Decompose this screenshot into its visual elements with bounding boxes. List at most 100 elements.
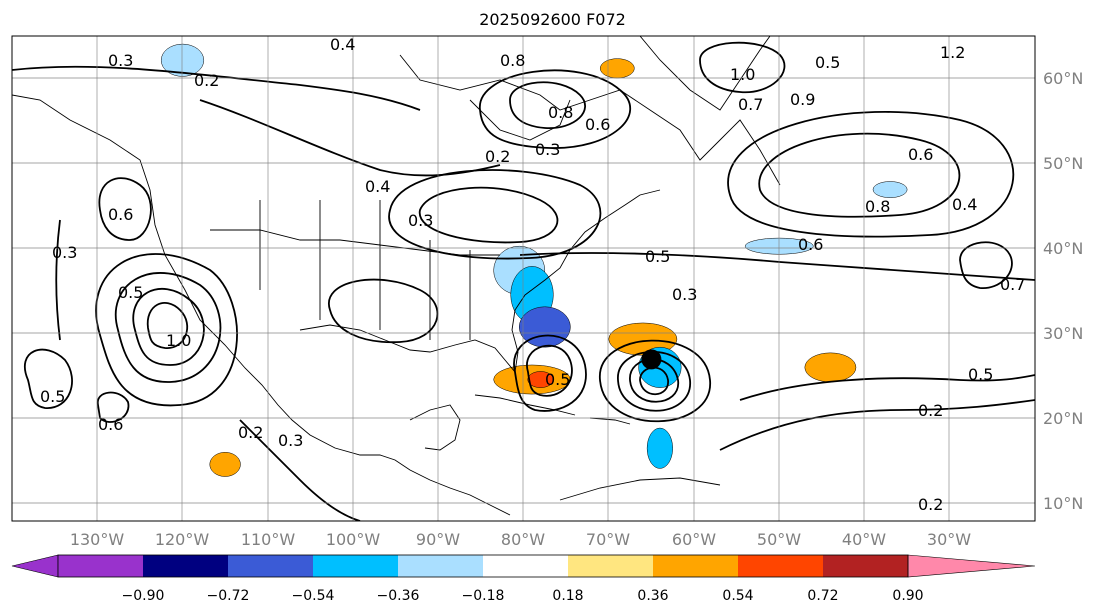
- colorbar-under-arrow: [11, 554, 59, 578]
- contour-label: 1.0: [730, 65, 755, 84]
- contour-label: 0.2: [238, 423, 263, 442]
- gulf-coast: [299, 189, 661, 374]
- contour-label: 0.3: [408, 211, 433, 230]
- contour-storm-1: [639, 366, 669, 396]
- shaded-region-pac-nw-blue: [160, 43, 205, 77]
- contour-label: 0.7: [738, 95, 763, 114]
- contour-label: 0.2: [485, 147, 510, 166]
- contour-pac-high-4: [95, 253, 238, 407]
- contour-label: 1.0: [166, 331, 191, 350]
- lon-label: 50°W: [757, 530, 801, 549]
- cuba: [474, 394, 576, 416]
- map-title: 2025092600 F072: [479, 10, 626, 29]
- colorbar-bin: [653, 555, 738, 577]
- colorbar-tick-label: 0.36: [637, 588, 668, 604]
- contour-greenland-loop: [699, 41, 786, 94]
- contour-atl-03: [739, 374, 1035, 401]
- contour-atl-05: [519, 252, 1035, 281]
- colorbar-bin: [483, 555, 568, 577]
- colorbar-tick-label: −0.72: [207, 588, 250, 604]
- contour-storm-3: [617, 350, 691, 412]
- colorbar-tick-label: 0.54: [722, 588, 753, 604]
- contour-west-loop: [24, 348, 73, 409]
- contour-label: 1.2: [940, 43, 965, 62]
- lon-label: 40°W: [842, 530, 886, 549]
- lat-label: 50°N: [1043, 154, 1083, 173]
- contour-n-atl-high-2: [727, 111, 1015, 238]
- contour-label: 0.8: [865, 197, 890, 216]
- shaded-region-n-atl-blue: [872, 181, 908, 198]
- contour-hawaii-loop: [97, 391, 130, 423]
- colorbar-bin: [313, 555, 398, 577]
- contour-pac-high-3: [115, 272, 222, 383]
- colorbar-bin: [228, 555, 313, 577]
- contour-ne-us-1: [419, 186, 559, 244]
- contour-hudson-2: [479, 69, 632, 149]
- grid-lines: [12, 36, 1035, 521]
- contour-label: 0.3: [278, 431, 303, 450]
- storm-center-marker: [641, 349, 662, 370]
- colorbar-bin: [823, 555, 908, 577]
- colorbar-bin: [568, 555, 653, 577]
- contour-far-east: [959, 241, 1013, 289]
- contour-north-04: [199, 99, 501, 177]
- colorbar: −0.90 −0.72 −0.54 −0.36 −0.18 0.18 0.36 …: [11, 554, 1036, 604]
- colorbar-bin: [143, 555, 228, 577]
- contour-label: 0.4: [365, 177, 390, 196]
- colorbar-tick-label: −0.18: [462, 588, 505, 604]
- colorbar-tick-label: 0.72: [807, 588, 838, 604]
- map-frame: [11, 35, 1036, 522]
- contour-label: 0.4: [952, 195, 977, 214]
- colorbar-bin: [398, 555, 483, 577]
- contour-south-02: [239, 419, 361, 521]
- contour-label: 0.5: [545, 370, 570, 389]
- south-america-coast: [559, 477, 721, 501]
- contour-label: 0.3: [52, 243, 77, 262]
- longitude-labels: 130°W 120°W 110°W 100°W 90°W 80°W 70°W 6…: [70, 530, 971, 549]
- lat-label: 20°N: [1043, 409, 1083, 428]
- lat-label: 30°N: [1043, 324, 1083, 343]
- lon-label: 30°W: [927, 530, 971, 549]
- hispaniola: [589, 417, 631, 425]
- contour-label: 0.7: [1000, 275, 1025, 294]
- contour-label: 0.5: [645, 247, 670, 266]
- contour-label: 0.6: [798, 235, 823, 254]
- shaded-region-gulf-red: [527, 371, 554, 388]
- contour-label: 0.6: [98, 415, 123, 434]
- shaded-region-mid-atl-orange: [804, 352, 857, 383]
- colorbar-bin: [58, 555, 143, 577]
- contour-label: 0.9: [790, 90, 815, 109]
- shaded-region-carib-blue: [646, 427, 673, 469]
- lat-label: 40°N: [1043, 239, 1083, 258]
- north-america-coast: [12, 94, 511, 516]
- contour-label: 0.8: [500, 51, 525, 70]
- contour-label: 0.5: [118, 283, 143, 302]
- contour-labels: 0.3 0.2 0.4 0.8 0.6 1.0 0.7 0.9 1.2 0.5 …: [40, 35, 1025, 514]
- contour-label: 0.2: [918, 401, 943, 420]
- contour-gulf-loop: [526, 344, 573, 397]
- hudson-bay: [469, 99, 571, 141]
- shaded-region-hudson-orange: [599, 58, 635, 79]
- colorbar-tick-label: 0.18: [552, 588, 583, 604]
- contour-label: 0.4: [330, 35, 355, 54]
- lon-label: 100°W: [326, 530, 381, 549]
- lon-label: 90°W: [416, 530, 460, 549]
- lon-label: 120°W: [155, 530, 210, 549]
- contour-pac-high-2: [132, 288, 205, 366]
- colorbar-bin: [738, 555, 823, 577]
- lon-label: 110°W: [241, 530, 296, 549]
- contour-west-vertical: [55, 219, 61, 341]
- contour-label: 0.6: [585, 115, 610, 134]
- yucatan-coast: [409, 404, 461, 451]
- contour-central-loop: [328, 278, 439, 344]
- contour-storm-2: [629, 358, 679, 403]
- lat-label: 60°N: [1043, 69, 1083, 88]
- lon-label: 130°W: [70, 530, 125, 549]
- contour-label: 0.8: [548, 103, 573, 122]
- contour-lines: [12, 41, 1035, 521]
- contour-label: 0.2: [194, 71, 219, 90]
- contour-label: 0.5: [40, 387, 65, 406]
- greenland: [639, 36, 771, 111]
- lon-label: 80°W: [501, 530, 545, 549]
